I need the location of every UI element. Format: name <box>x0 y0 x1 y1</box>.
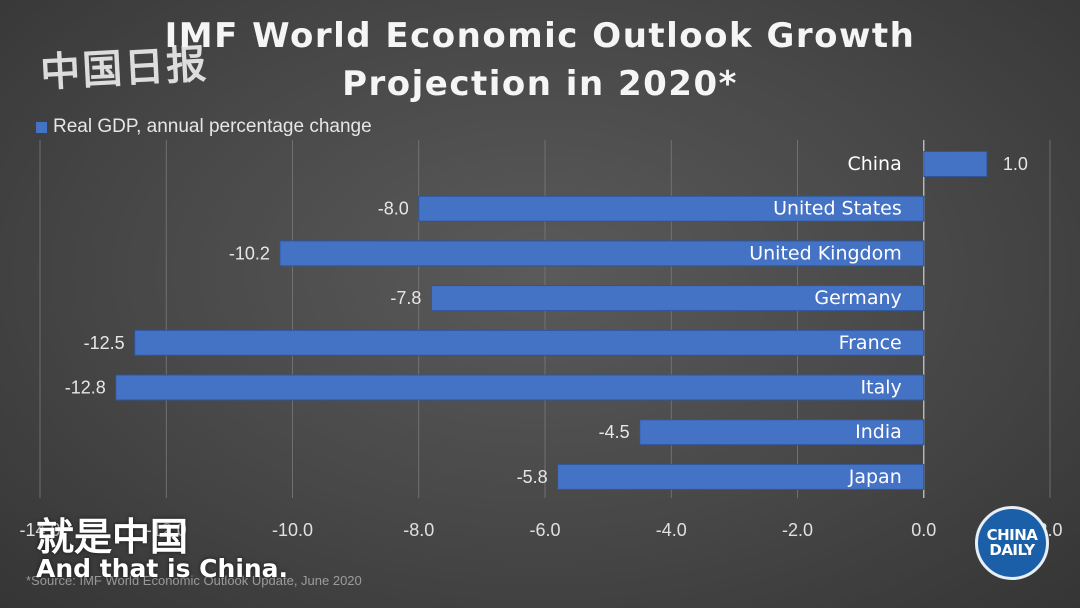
caption-english: And that is China. <box>36 554 289 583</box>
badge-line-1: CHINA <box>986 526 1038 544</box>
chart-legend: Real GDP, annual percentage change <box>36 116 372 138</box>
category-label: United Kingdom <box>749 242 902 264</box>
bar <box>115 374 925 401</box>
bar <box>134 329 925 356</box>
data-label: -4.5 <box>599 422 630 442</box>
data-label: 1.0 <box>1003 154 1028 174</box>
x-tick-label: -2.0 <box>782 520 813 540</box>
category-label: United States <box>773 198 902 220</box>
legend-swatch <box>36 121 47 133</box>
x-tick-label: -4.0 <box>656 520 687 540</box>
badge-line-2: DAILY <box>989 541 1035 559</box>
china-daily-badge: CHINA DAILY <box>975 506 1049 580</box>
chart-title-line-1: IMF World Economic Outlook Growth <box>164 16 916 56</box>
x-tick-label: -8.0 <box>403 520 434 540</box>
category-label: Italy <box>861 377 902 399</box>
category-label: India <box>855 421 902 443</box>
bar <box>418 195 925 222</box>
x-tick-label: -14.0 <box>19 520 60 540</box>
data-label: -7.8 <box>390 288 421 308</box>
category-label: China <box>847 153 901 175</box>
caption-chinese: 就是中国 <box>36 515 189 559</box>
bar <box>430 285 925 312</box>
legend-label: Real GDP, annual percentage change <box>53 116 372 137</box>
x-tick-label: 0.0 <box>911 520 936 540</box>
category-label: France <box>839 332 902 354</box>
data-label: -12.8 <box>65 378 106 398</box>
bar <box>279 240 925 267</box>
data-label: -10.2 <box>229 243 270 263</box>
source-note: *Source: IMF World Economic Outlook Upda… <box>26 573 362 588</box>
category-label: Germany <box>814 287 901 309</box>
chart-title-line-2: Projection in 2020* <box>342 64 738 104</box>
x-tick-label: -12.0 <box>146 520 187 540</box>
x-tick-label: -6.0 <box>529 520 560 540</box>
data-label: -12.5 <box>84 333 125 353</box>
bar <box>639 419 925 446</box>
bar <box>923 151 988 177</box>
data-label: -5.8 <box>517 467 548 487</box>
bar <box>557 463 925 490</box>
data-label: -8.0 <box>378 199 409 219</box>
category-label: Japan <box>848 466 902 488</box>
x-tick-label: -10.0 <box>272 520 313 540</box>
